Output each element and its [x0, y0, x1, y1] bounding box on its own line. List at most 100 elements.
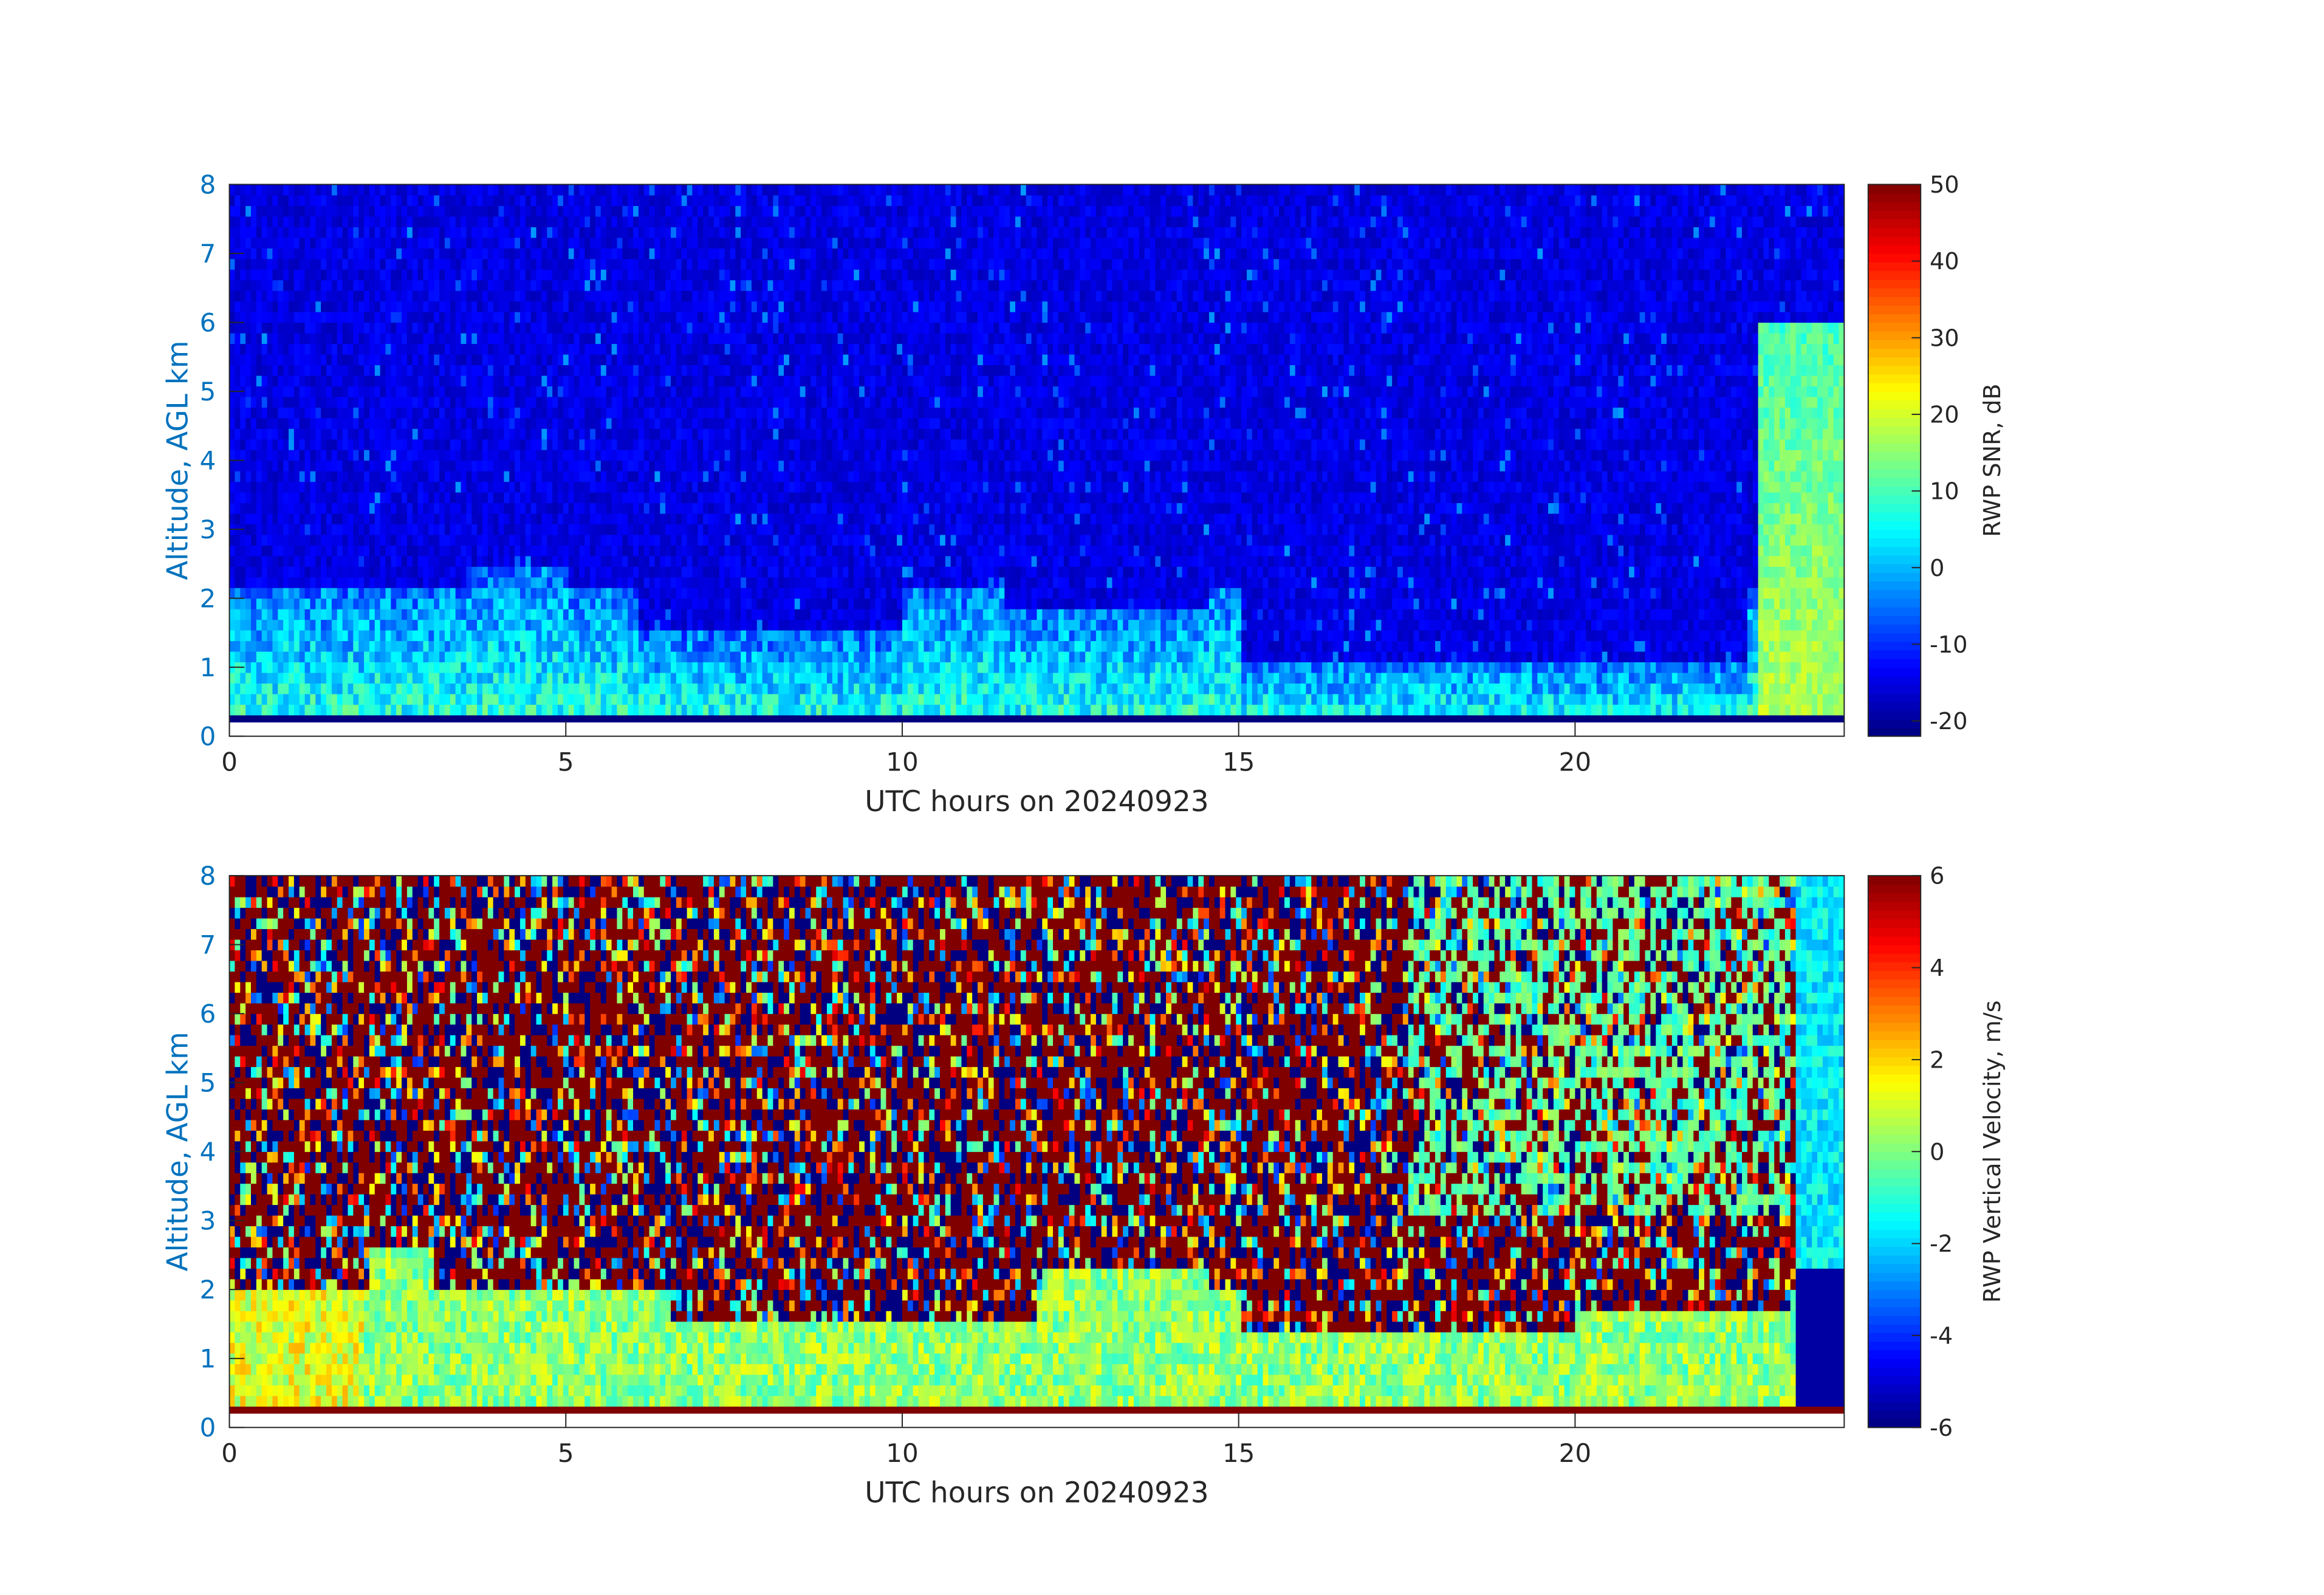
heatmap-cell — [353, 460, 359, 472]
heatmap-cell — [660, 322, 666, 334]
heatmap-cell — [756, 513, 763, 524]
heatmap-cell — [396, 555, 402, 567]
heatmap-cell — [660, 450, 666, 461]
heatmap-cell — [450, 417, 456, 429]
heatmap-cell — [719, 640, 725, 652]
heatmap-cell — [665, 227, 671, 238]
heatmap-cell — [660, 640, 666, 652]
heatmap-cell — [337, 216, 343, 227]
heatmap-cell — [504, 577, 510, 588]
heatmap-cell — [665, 290, 671, 302]
heatmap-cell — [261, 471, 268, 482]
heatmap-cell — [434, 322, 440, 334]
heatmap-cell — [638, 545, 645, 557]
heatmap-cell — [396, 588, 402, 599]
heatmap-cell — [703, 227, 709, 238]
heatmap-cell — [687, 205, 693, 217]
heatmap-cell — [358, 693, 365, 705]
heatmap-cell — [741, 333, 747, 345]
heatmap-cell — [331, 407, 338, 419]
heatmap-cell — [235, 301, 241, 312]
heatmap-cell — [751, 450, 758, 461]
heatmap-cell — [756, 333, 763, 345]
heatmap-cell — [741, 640, 747, 652]
heatmap-cell — [391, 354, 397, 366]
heatmap-cell — [536, 227, 542, 238]
heatmap-cell — [261, 555, 268, 567]
heatmap-cell — [406, 619, 413, 631]
heatmap-cell — [643, 640, 650, 652]
heatmap-cell — [595, 704, 602, 716]
heatmap-cell — [724, 524, 731, 535]
heatmap-cell — [724, 555, 731, 567]
heatmap-cell — [751, 237, 758, 249]
heatmap-cell — [380, 450, 386, 461]
heatmap-cell — [557, 481, 564, 493]
heatmap-cell — [557, 205, 564, 217]
heatmap-cell — [337, 280, 343, 291]
heatmap-cell — [741, 555, 747, 567]
heatmap-cell — [552, 333, 558, 345]
heatmap-cell — [450, 312, 456, 323]
heatmap-cell — [698, 290, 704, 302]
heatmap-cell — [428, 205, 434, 217]
heatmap-cell — [304, 439, 311, 450]
heatmap-cell — [321, 450, 327, 461]
heatmap-cell — [261, 609, 268, 620]
heatmap-cell — [703, 290, 709, 302]
heatmap-cell — [342, 566, 349, 578]
heatmap-cell — [584, 662, 591, 673]
heatmap-cell — [423, 290, 429, 302]
heatmap-cell — [391, 555, 397, 567]
heatmap-cell — [482, 450, 488, 461]
heatmap-cell — [240, 545, 246, 557]
heatmap-cell — [348, 598, 354, 609]
heatmap-cell — [665, 503, 671, 514]
heatmap-cell — [681, 555, 688, 567]
heatmap-cell — [563, 492, 569, 504]
heatmap-cell — [730, 290, 736, 302]
heatmap-cell — [444, 258, 451, 270]
heatmap-cell — [369, 492, 375, 504]
heatmap-cell — [617, 258, 623, 270]
heatmap-cell — [600, 683, 607, 695]
heatmap-cell — [504, 205, 510, 217]
heatmap-cell — [590, 237, 596, 249]
heatmap-cell — [628, 492, 634, 504]
heatmap-cell — [530, 184, 537, 196]
heatmap-cell — [406, 195, 413, 207]
heatmap-cell — [633, 460, 639, 472]
heatmap-cell — [756, 195, 763, 207]
heatmap-cell — [633, 216, 639, 227]
heatmap-cell — [649, 471, 656, 482]
heatmap-cell — [477, 651, 483, 663]
heatmap-cell — [417, 555, 424, 567]
heatmap-cell — [385, 577, 391, 588]
heatmap-cell — [504, 280, 510, 291]
heatmap-cell — [406, 566, 413, 578]
heatmap-cell — [552, 651, 558, 663]
heatmap-cell — [724, 258, 731, 270]
heatmap-cell — [724, 184, 731, 196]
heatmap-cell — [606, 555, 612, 567]
heatmap-cell — [471, 439, 478, 450]
heatmap-cell — [235, 290, 241, 302]
heatmap-cell — [563, 269, 569, 281]
heatmap-cell — [504, 439, 510, 450]
heatmap-cell — [402, 290, 408, 302]
heatmap-cell — [530, 588, 537, 599]
heatmap-cell — [698, 258, 704, 270]
heatmap-cell — [724, 683, 731, 695]
heatmap-cell — [337, 195, 343, 207]
heatmap-cell — [719, 460, 725, 472]
heatmap-cell — [493, 630, 499, 642]
heatmap-cell — [708, 672, 715, 684]
heatmap-cell — [342, 577, 349, 588]
heatmap-cell — [439, 354, 445, 366]
heatmap-cell — [493, 333, 499, 345]
heatmap-cell — [735, 471, 741, 482]
heatmap-cell — [595, 396, 602, 408]
heatmap-cell — [687, 619, 693, 631]
heatmap-cell — [417, 492, 424, 504]
heatmap-cell — [552, 237, 558, 249]
